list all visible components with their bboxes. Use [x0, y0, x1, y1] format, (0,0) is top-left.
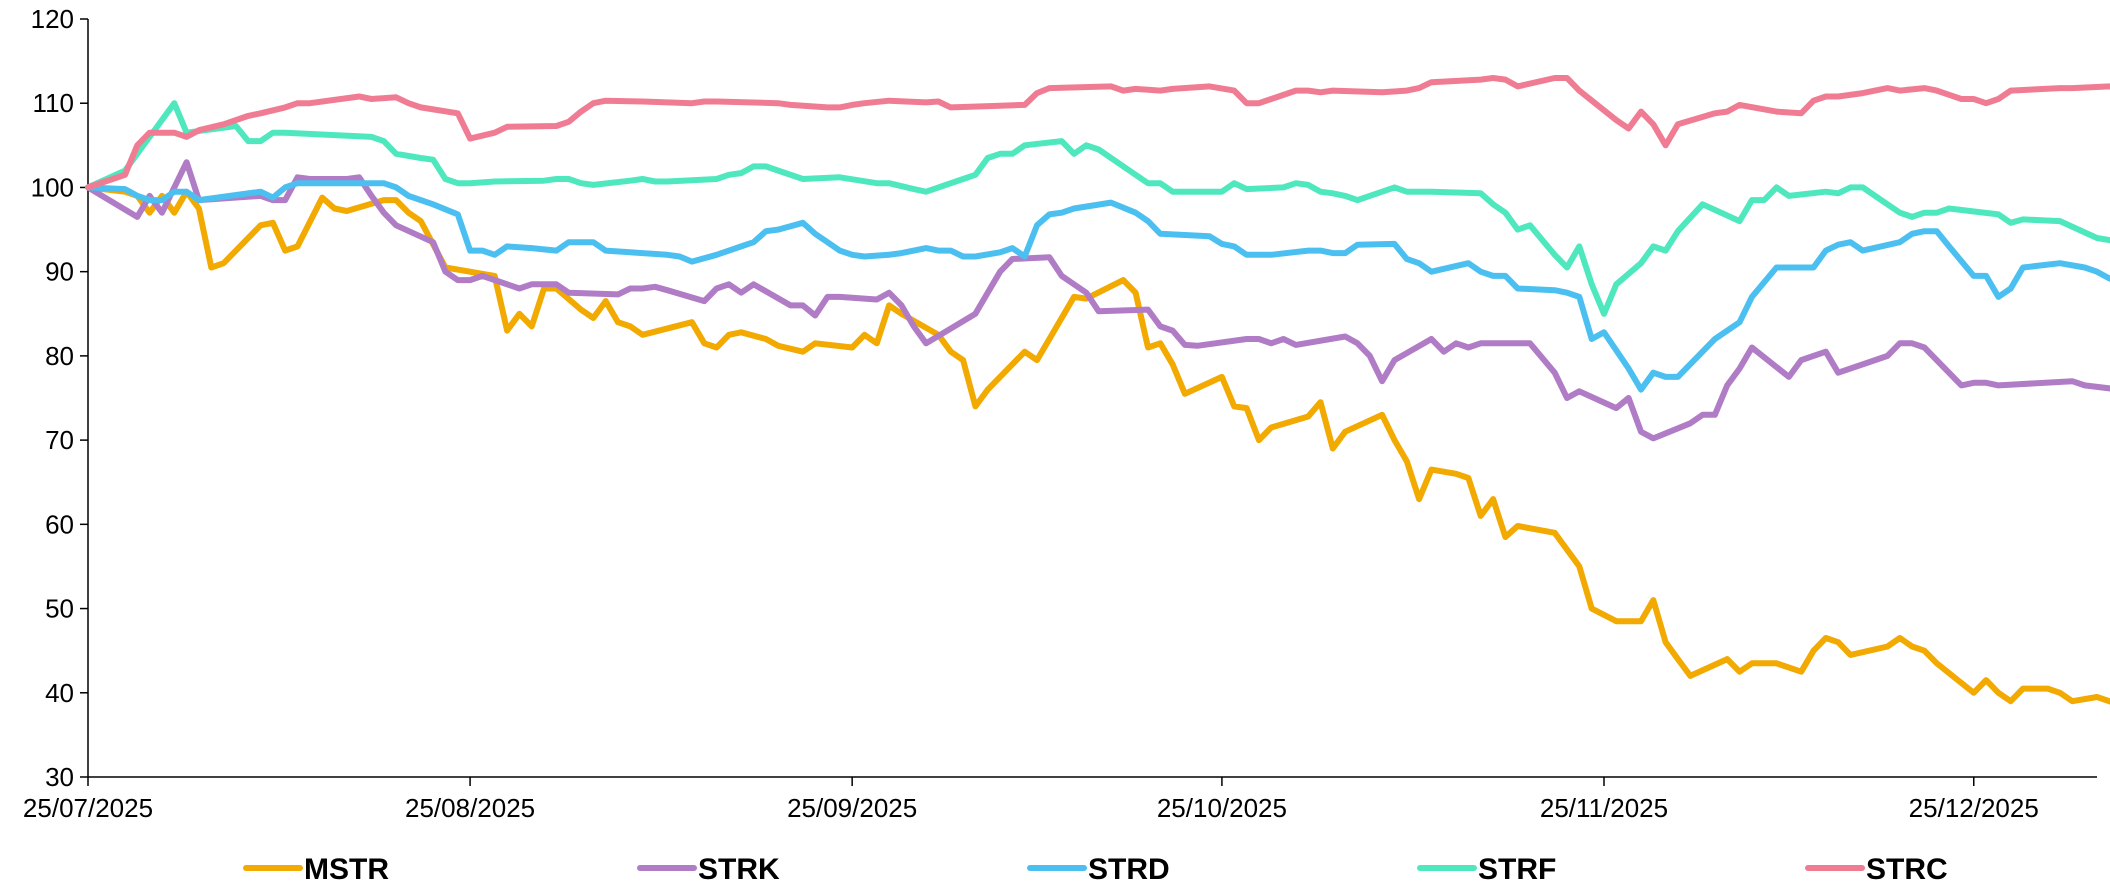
x-tick-label: 25/10/2025	[1157, 793, 1287, 823]
series-line-strk	[85, 159, 2110, 442]
series-lines	[85, 75, 2110, 705]
y-tick-label: 120	[31, 4, 74, 34]
x-tick-label: 25/09/2025	[787, 793, 917, 823]
y-tick-label: 50	[45, 594, 74, 624]
legend-label: STRK	[698, 853, 780, 884]
legend-label: STRF	[1478, 853, 1556, 884]
legend-label: STRD	[1088, 853, 1170, 884]
y-tick-label: 90	[45, 257, 74, 287]
legend-label: STRC	[1866, 853, 1948, 884]
x-tick-label: 25/07/2025	[23, 793, 153, 823]
y-tick-label: 70	[45, 425, 74, 455]
y-axis-ticks: 30 40 50 60 70 80 90 100 110 120	[31, 4, 88, 792]
legend-item-strf: STRF	[1417, 853, 1556, 884]
legend-item-strc: STRC	[1805, 853, 1948, 884]
y-tick-label: 100	[31, 172, 74, 202]
y-tick-label: 80	[45, 341, 74, 371]
legend-label: MSTR	[304, 853, 389, 884]
x-tick-label: 25/12/2025	[1909, 793, 2039, 823]
y-tick-label: 40	[45, 678, 74, 708]
y-tick-label: 60	[45, 509, 74, 539]
legend-item-strd: STRD	[1027, 853, 1170, 884]
y-tick-label: 30	[45, 762, 74, 792]
series-line-mstr	[85, 184, 2110, 705]
x-tick-label: 25/11/2025	[1540, 793, 1668, 823]
series-line-strd	[85, 180, 2110, 393]
series-line-strc	[85, 75, 2110, 191]
legend-item-mstr: MSTR	[243, 853, 389, 884]
chart-legend: MSTR STRK STRD STRF STRC	[243, 853, 1948, 884]
series-line-strf	[85, 100, 2110, 317]
legend-item-strk: STRK	[637, 853, 780, 884]
x-tick-label: 25/08/2025	[405, 793, 535, 823]
y-tick-label: 110	[33, 88, 74, 118]
chart-axes	[87, 19, 2097, 778]
x-axis-ticks: 25/07/2025 25/08/2025 25/09/2025 25/10/2025…	[23, 777, 2039, 823]
